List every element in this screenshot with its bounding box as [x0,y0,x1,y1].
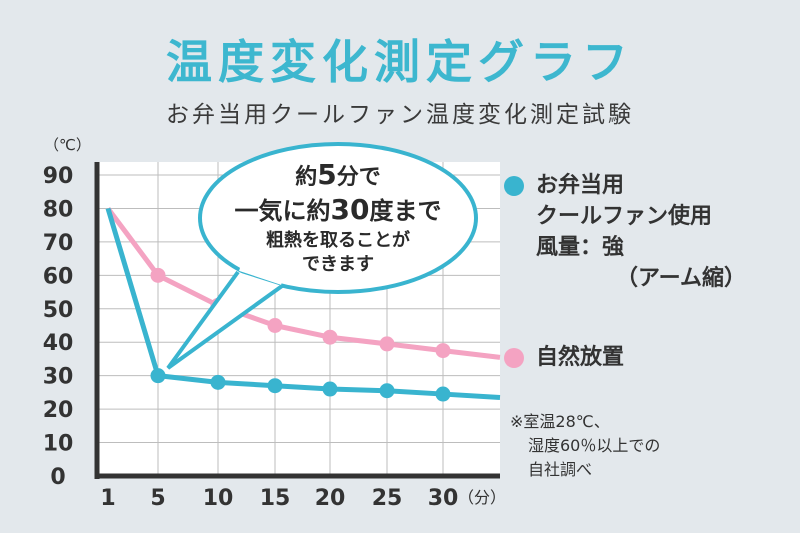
x-tick-label: 10 [203,486,234,511]
data-point-fan [379,383,395,399]
y-tick-label: 0 [50,465,65,490]
data-point-fan [435,386,451,402]
y-tick-label: 40 [43,331,74,356]
data-point-natural [322,329,338,345]
page-subtitle: お弁当用クールファン温度変化測定試験 [166,102,634,128]
y-tick-label: 80 [43,197,74,222]
legend-dot-fan [504,176,524,196]
legend-fan-line-1: お弁当用 [536,173,625,198]
y-tick-label: 90 [43,164,74,189]
series-line-fan [105,207,501,400]
data-point-fan [150,368,166,384]
x-tick-label: 5 [150,486,165,511]
data-point-fan [210,374,226,390]
footnote-line-3: 自社調べ [528,460,593,479]
callout-line-3: 粗熱を取ることが [266,230,410,251]
footnote-line-2: 湿度60％以上での [528,436,661,455]
y-tick-label: 30 [43,365,74,390]
legend-item-natural: 自然放置 [504,342,625,373]
page-title: 温度変化測定グラフ [166,35,634,89]
footnote: ※室温28℃、 湿度60％以上での 自社調べ [510,410,660,482]
chart-series [105,206,501,402]
legend-natural-label: 自然放置 [536,345,625,370]
footnote-line-1: ※室温28℃、 [510,412,610,431]
x-tick-label: 1 [100,486,115,511]
x-tick-label: 15 [260,486,291,511]
data-point-fan [267,378,283,394]
y-tick-label: 50 [43,298,74,323]
y-tick-label: 70 [43,231,74,256]
y-unit-label: （℃） [44,136,91,154]
callout-ellipse [198,142,478,294]
legend-dot-natural [504,348,524,368]
callout-text: 約5分で 一気に約30度まで 粗熱を取ることが できます [208,160,468,276]
data-point-natural [379,336,395,352]
y-tick-label: 10 [43,432,74,457]
callout-bubble [166,142,478,370]
callout-line-4: できます [302,254,374,275]
callout-line-1: 約5分で [295,158,381,191]
x-tick-label: 25 [372,486,403,511]
data-point-natural [267,318,283,333]
x-tick-label: 20 [315,486,346,511]
chart-axes [94,162,500,479]
legend-fan-line-2: クールファン使用 [536,204,713,229]
legend-fan-line-4: （アーム縮） [616,266,747,291]
legend-fan-line-3: 風量：強 [536,235,625,260]
legend-item-fan: お弁当用 クールファン使用 風量：強 （アーム縮） [504,170,747,294]
y-tick-label: 20 [43,398,74,423]
x-unit-label: （分） [458,488,506,507]
callout-line-2: 一気に約30度まで [234,193,442,226]
data-point-natural [435,343,451,359]
callout-tail [166,270,284,370]
series-line-natural [105,206,501,360]
y-tick-label: 60 [43,264,74,289]
x-tick-label: 30 [428,486,459,511]
callout-tail-mask [239,265,283,285]
data-point-natural [150,267,166,283]
data-point-fan [322,381,338,397]
